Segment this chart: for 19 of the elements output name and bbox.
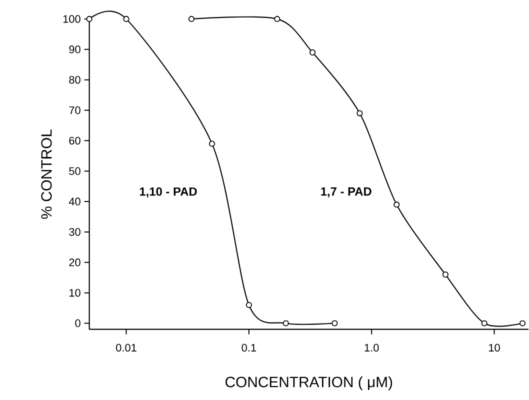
- x-tick-label: 10: [489, 344, 500, 352]
- y-tick-label: 70: [69, 106, 80, 114]
- x-tick-label: 1.0: [364, 344, 379, 352]
- x-tick-label: 0.1: [242, 344, 256, 352]
- x-tick-label: 0.01: [116, 344, 136, 352]
- y-axis-title: % CONTROL: [41, 129, 52, 219]
- y-tick-label: 40: [68, 198, 80, 206]
- y-tick-label: 20: [69, 258, 80, 266]
- y-tick-label: 0: [75, 319, 80, 328]
- y-tick-label: 30: [69, 228, 80, 236]
- series-label: 1,7 - PAD: [321, 187, 372, 198]
- y-tick-label: 50: [69, 167, 80, 175]
- y-tick-label: 100: [63, 15, 80, 23]
- y-tick-label: 10: [69, 288, 80, 297]
- text: 1,10 - PAD: [140, 187, 197, 198]
- y-tick-label: 80: [69, 76, 80, 84]
- x-axis-title: CONCENTRATION ( μM): [226, 376, 392, 390]
- y-tick-label: 60: [69, 136, 80, 144]
- y-tick-label: 90: [69, 45, 80, 54]
